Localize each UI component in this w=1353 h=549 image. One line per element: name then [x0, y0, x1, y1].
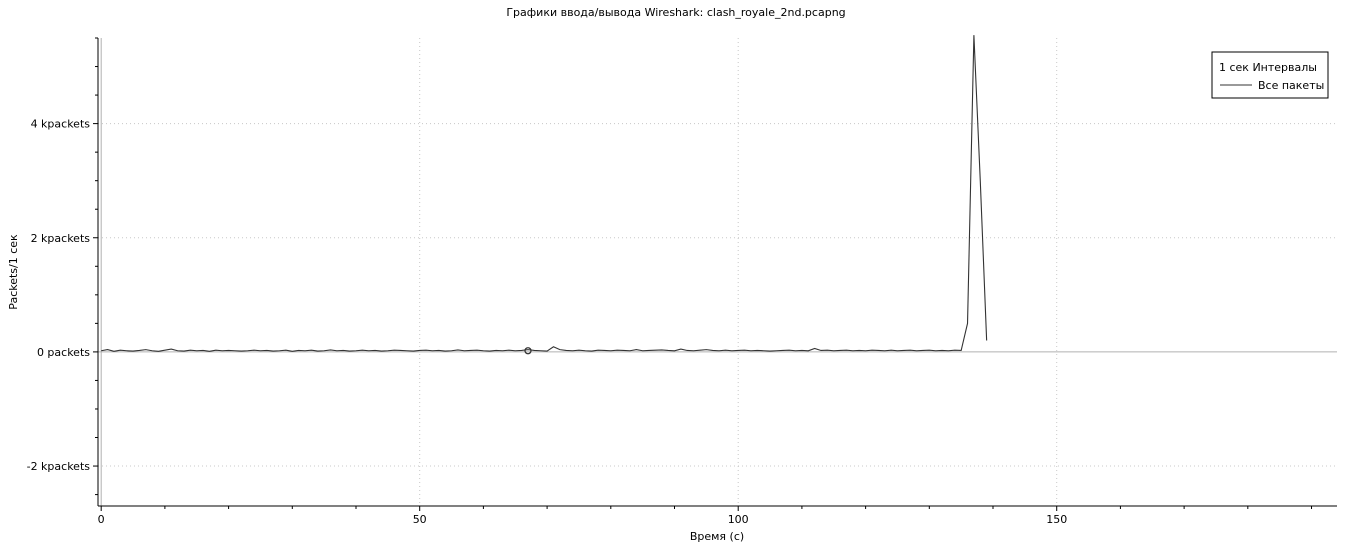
y-axis-label: Packets/1 сек	[7, 234, 20, 310]
legend-entry-all-packets[interactable]: Все пакеты	[1258, 79, 1324, 92]
x-tick-label: 100	[728, 513, 749, 526]
y-tick-label: 2 kpackets	[31, 232, 91, 245]
x-tick-label: 0	[98, 513, 105, 526]
y-tick-label: 4 kpackets	[31, 118, 91, 131]
x-tick-label: 150	[1046, 513, 1067, 526]
series-layer	[101, 35, 988, 355]
y-tick-label: -2 kpackets	[27, 460, 91, 473]
x-tick-label: 50	[413, 513, 427, 526]
legend[interactable]: 1 сек Интервалы Все пакеты	[1211, 51, 1329, 99]
chart-title: Графики ввода/вывода Wireshark: clash_ro…	[506, 6, 845, 19]
axes	[97, 38, 1337, 507]
selected-point-marker[interactable]	[524, 347, 532, 355]
x-axis-label: Время (с)	[690, 530, 744, 543]
legend-title: 1 сек Интервалы	[1219, 61, 1317, 74]
y-tick-label: 0 packets	[37, 346, 90, 359]
series-line-all-packets[interactable]	[101, 35, 988, 352]
tick-labels: -2 kpackets 0 packets 2 kpackets 4 kpackets…	[27, 118, 1068, 526]
legend-box	[1211, 51, 1329, 99]
ticks	[93, 37, 1313, 511]
grid	[98, 38, 1337, 506]
